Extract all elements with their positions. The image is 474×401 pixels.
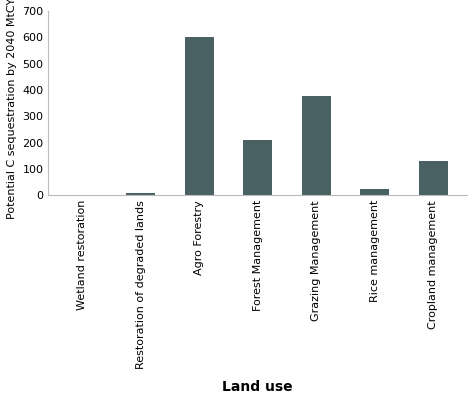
Bar	[301, 97, 331, 195]
Bar	[126, 192, 155, 195]
Bar	[419, 161, 448, 195]
Bar	[184, 37, 214, 195]
Y-axis label: Potential C sequestration by 2040 MtCY⁻¹: Potential C sequestration by 2040 MtCY⁻¹	[7, 0, 17, 219]
Bar	[360, 188, 390, 195]
X-axis label: Land use: Land use	[222, 380, 293, 394]
Bar	[243, 140, 273, 195]
